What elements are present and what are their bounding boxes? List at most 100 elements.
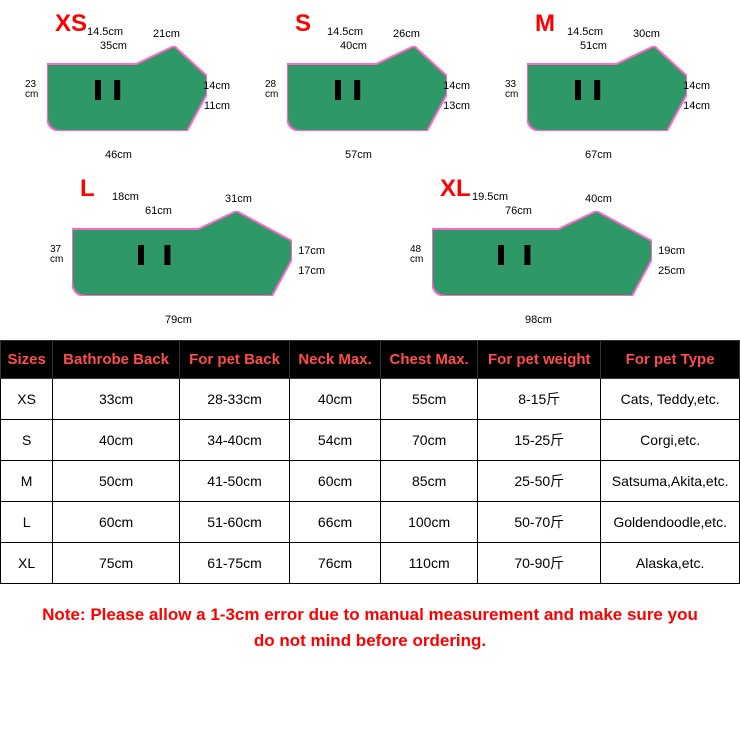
- table-header: SizesBathrobe BackFor pet BackNeck Max.C…: [1, 341, 740, 379]
- table-cell: 41-50cm: [179, 461, 289, 502]
- diagram-xs: XS14.5cm 21cm 35cm 23cm 14cm 11cm 46cm: [25, 10, 235, 165]
- size-label: S: [295, 10, 311, 38]
- diagram-s: S 14.5cm 26cm 40cm 28cm 14cm 13cm 57cm: [265, 10, 475, 165]
- size-table: SizesBathrobe BackFor pet BackNeck Max.C…: [0, 340, 740, 584]
- table-cell: 28-33cm: [179, 379, 289, 420]
- table-header-cell: Neck Max.: [290, 341, 381, 379]
- dimension-top1: 18cm: [112, 191, 139, 203]
- dimension-left: 33cm: [505, 80, 518, 100]
- table-cell: XL: [1, 543, 53, 584]
- dimension-left: 23cm: [25, 80, 38, 100]
- dimension-top3: 40cm: [340, 40, 367, 52]
- table-header-cell: Chest Max.: [380, 341, 477, 379]
- table-cell: 40cm: [290, 379, 381, 420]
- table-body: XS33cm28-33cm40cm55cm8-15斤Cats, Teddy,et…: [1, 379, 740, 584]
- dimension-right1: 17cm: [298, 245, 325, 257]
- table-header-cell: Sizes: [1, 341, 53, 379]
- table-cell: 54cm: [290, 420, 381, 461]
- dimension-left: 28cm: [265, 80, 278, 100]
- dimension-right2: 13cm: [443, 100, 470, 112]
- table-cell: 34-40cm: [179, 420, 289, 461]
- diagram-m: M 14.5cm 30cm 51cm 33cm 14cm 14cm 67cm: [505, 10, 715, 165]
- dimension-bottom: 46cm: [105, 149, 132, 161]
- dimension-top2: 26cm: [393, 28, 420, 40]
- diagram-xl: XL19.5cm 40cm 76cm 48cm 19cm 25cm 98cm: [410, 175, 690, 330]
- table-cell: Corgi,etc.: [601, 420, 740, 461]
- size-label: XS: [55, 10, 87, 38]
- table-cell: 33cm: [53, 379, 180, 420]
- table-cell: L: [1, 502, 53, 543]
- table-cell: M: [1, 461, 53, 502]
- table-cell: Alaska,etc.: [601, 543, 740, 584]
- table-row: M50cm41-50cm60cm85cm25-50斤Satsuma,Akita,…: [1, 461, 740, 502]
- table-header-cell: For pet Back: [179, 341, 289, 379]
- table-cell: 75cm: [53, 543, 180, 584]
- dimension-top3: 61cm: [145, 205, 172, 217]
- dimension-right2: 11cm: [204, 100, 230, 112]
- table-cell: S: [1, 420, 53, 461]
- dimension-top2: 30cm: [633, 28, 660, 40]
- table-cell: 60cm: [53, 502, 180, 543]
- size-label: XL: [440, 175, 471, 203]
- table-cell: 70-90斤: [478, 543, 601, 584]
- table-cell: 25-50斤: [478, 461, 601, 502]
- table-header-cell: For pet weight: [478, 341, 601, 379]
- table-cell: Cats, Teddy,etc.: [601, 379, 740, 420]
- table-cell: 55cm: [380, 379, 477, 420]
- table-cell: 76cm: [290, 543, 381, 584]
- dimension-bottom: 79cm: [165, 314, 192, 326]
- table-cell: 8-15斤: [478, 379, 601, 420]
- table-cell: Satsuma,Akita,etc.: [601, 461, 740, 502]
- dimension-bottom: 67cm: [585, 149, 612, 161]
- garment-shape: [527, 46, 687, 131]
- table-cell: XS: [1, 379, 53, 420]
- measurement-note: Note: Please allow a 1-3cm error due to …: [0, 584, 740, 671]
- dimension-top1: 14.5cm: [87, 26, 123, 38]
- garment-shape: [72, 211, 292, 296]
- dimension-right1: 19cm: [658, 245, 685, 257]
- table-row: S40cm34-40cm54cm70cm15-25斤Corgi,etc.: [1, 420, 740, 461]
- dimension-top2: 21cm: [153, 28, 180, 40]
- dimension-bottom: 57cm: [345, 149, 372, 161]
- dimension-right1: 14cm: [683, 80, 710, 92]
- garment-shape: [287, 46, 447, 131]
- table-row: L60cm51-60cm66cm100cm50-70斤Goldendoodle,…: [1, 502, 740, 543]
- dimension-left: 48cm: [410, 245, 423, 265]
- garment-shape: [432, 211, 652, 296]
- size-label: L: [80, 175, 95, 203]
- table-cell: 110cm: [380, 543, 477, 584]
- dimension-top2: 40cm: [585, 193, 612, 205]
- table-header-cell: For pet Type: [601, 341, 740, 379]
- dimension-top1: 14.5cm: [327, 26, 363, 38]
- dimension-top3: 51cm: [580, 40, 607, 52]
- dimension-top2: 31cm: [225, 193, 252, 205]
- table-cell: Goldendoodle,etc.: [601, 502, 740, 543]
- dimension-top3: 76cm: [505, 205, 532, 217]
- diagram-grid: XS14.5cm21cm35cm23cm14cm11cm46cmS14.5cm2…: [0, 0, 740, 330]
- table-cell: 50cm: [53, 461, 180, 502]
- table-header-cell: Bathrobe Back: [53, 341, 180, 379]
- table-cell: 60cm: [290, 461, 381, 502]
- dimension-right2: 17cm: [298, 265, 325, 277]
- diagram-l: L 18cm 31cm 61cm 37cm 17cm 17cm 79cm: [50, 175, 330, 330]
- table-cell: 61-75cm: [179, 543, 289, 584]
- table-cell: 50-70斤: [478, 502, 601, 543]
- table-cell: 85cm: [380, 461, 477, 502]
- table-cell: 100cm: [380, 502, 477, 543]
- dimension-left: 37cm: [50, 245, 63, 265]
- dimension-right1: 14cm: [443, 80, 470, 92]
- dimension-right1: 14cm: [203, 80, 230, 92]
- table-cell: 15-25斤: [478, 420, 601, 461]
- garment-shape: [47, 46, 207, 131]
- dimension-top1: 19.5cm: [472, 191, 508, 203]
- size-label: M: [535, 10, 555, 38]
- dimension-right2: 25cm: [658, 265, 685, 277]
- table-cell: 70cm: [380, 420, 477, 461]
- dimension-right2: 14cm: [683, 100, 710, 112]
- dimension-bottom: 98cm: [525, 314, 552, 326]
- dimension-top3: 35cm: [100, 40, 127, 52]
- table-row: XS33cm28-33cm40cm55cm8-15斤Cats, Teddy,et…: [1, 379, 740, 420]
- dimension-top1: 14.5cm: [567, 26, 603, 38]
- table-cell: 51-60cm: [179, 502, 289, 543]
- table-row: XL75cm61-75cm76cm110cm70-90斤Alaska,etc.: [1, 543, 740, 584]
